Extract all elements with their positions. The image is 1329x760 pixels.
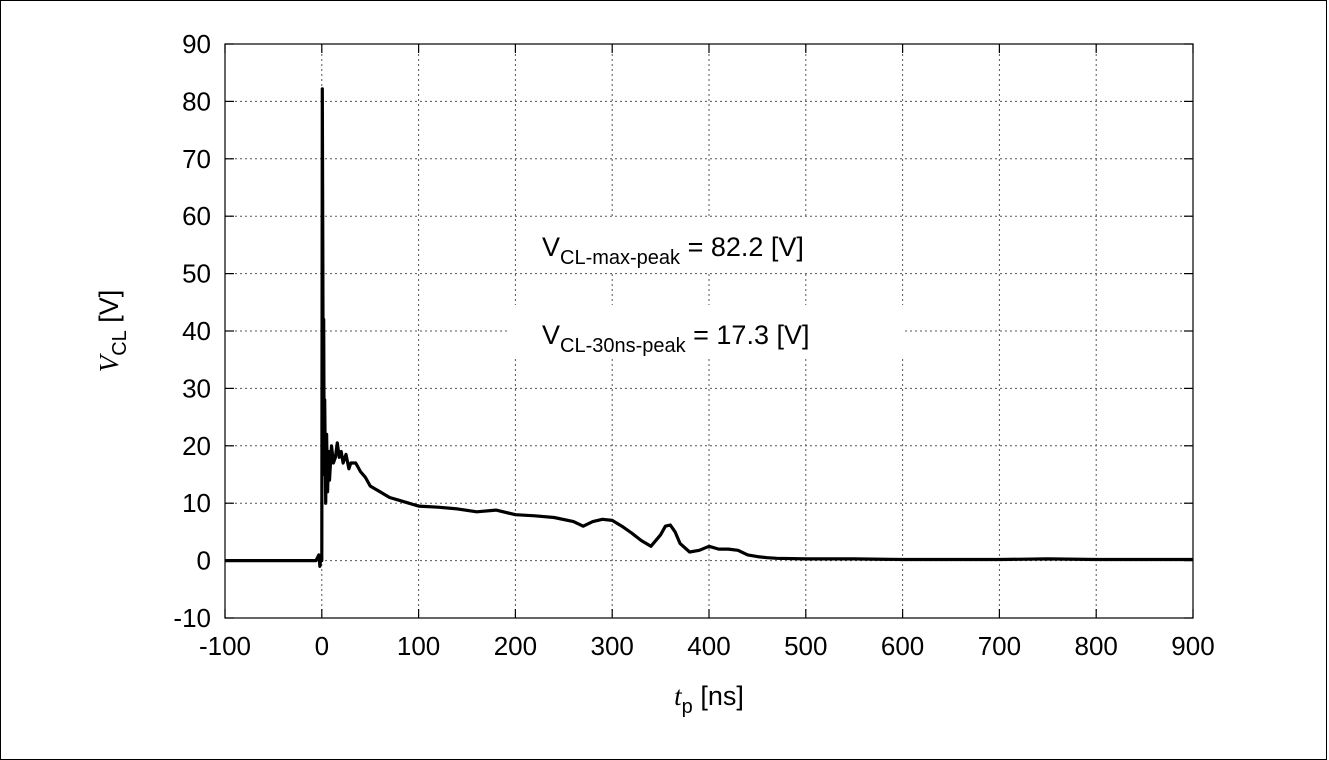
y-tick-label: 10 [182, 488, 211, 518]
x-tick-label: 800 [1075, 631, 1118, 661]
y-tick-label: 20 [182, 431, 211, 461]
y-tick-labels: -10 0 10 20 30 40 50 60 70 80 90 [173, 29, 211, 633]
x-axis-unit: [ns] [700, 681, 744, 711]
y-tick-label: 40 [182, 316, 211, 346]
x-tick-label: 500 [784, 631, 827, 661]
y-tick-label: 30 [182, 373, 211, 403]
tick-marks [224, 43, 1194, 619]
x-tick-label: 0 [315, 631, 329, 661]
x-tick-label: 200 [494, 631, 537, 661]
x-axis-unit-spacer [693, 681, 701, 711]
x-axis-symbol: t [674, 681, 683, 711]
annotation-30ns-peak-value: = 17.3 [V] [686, 320, 810, 350]
y-tick-label: 0 [197, 546, 211, 576]
x-tick-label: 600 [881, 631, 924, 661]
y-tick-label: 80 [182, 86, 211, 116]
x-tick-label: 900 [1171, 631, 1214, 661]
annotation-30ns-peak-symbol: V [542, 320, 560, 350]
series-layer [225, 87, 1193, 568]
y-tick-label: -10 [173, 603, 211, 633]
x-tick-label: 300 [591, 631, 634, 661]
y-axis-unit: [V] [94, 290, 124, 323]
x-tick-label: 400 [687, 631, 730, 661]
annotation-max-peak-symbol: V [542, 232, 560, 262]
y-tick-label: 90 [182, 29, 211, 59]
y-axis-label: VCL [V] [94, 290, 131, 373]
annotation-30ns-peak-subscript: CL-30ns-peak [560, 335, 687, 357]
annotation-max-peak-subscript: CL-max-peak [560, 247, 681, 269]
annotation-background-1 [520, 218, 895, 272]
x-tick-label: 700 [978, 631, 1021, 661]
x-axis-subscript: p [682, 696, 693, 718]
y-tick-label: 60 [182, 201, 211, 231]
y-axis-subscript: CL [109, 330, 131, 356]
y-axis-unit-spacer [94, 323, 124, 331]
annotation-30ns-peak: VCL-30ns-peak = 17.3 [V] [542, 320, 809, 357]
annotation-max-peak-value: = 82.2 [V] [680, 232, 804, 262]
vcl-series-line [225, 87, 1193, 568]
x-tick-label: 100 [397, 631, 440, 661]
y-tick-label: 70 [182, 144, 211, 174]
y-axis-symbol: V [94, 352, 124, 372]
x-axis-label: tp [ns] [674, 681, 744, 718]
y-tick-label: 50 [182, 259, 211, 289]
annotation-max-peak: VCL-max-peak = 82.2 [V] [542, 232, 804, 269]
x-tick-labels: -100 0 100 200 300 400 500 600 700 800 900 [199, 631, 1215, 661]
x-tick-label: -100 [199, 631, 251, 661]
annotation-background-2 [510, 305, 905, 359]
